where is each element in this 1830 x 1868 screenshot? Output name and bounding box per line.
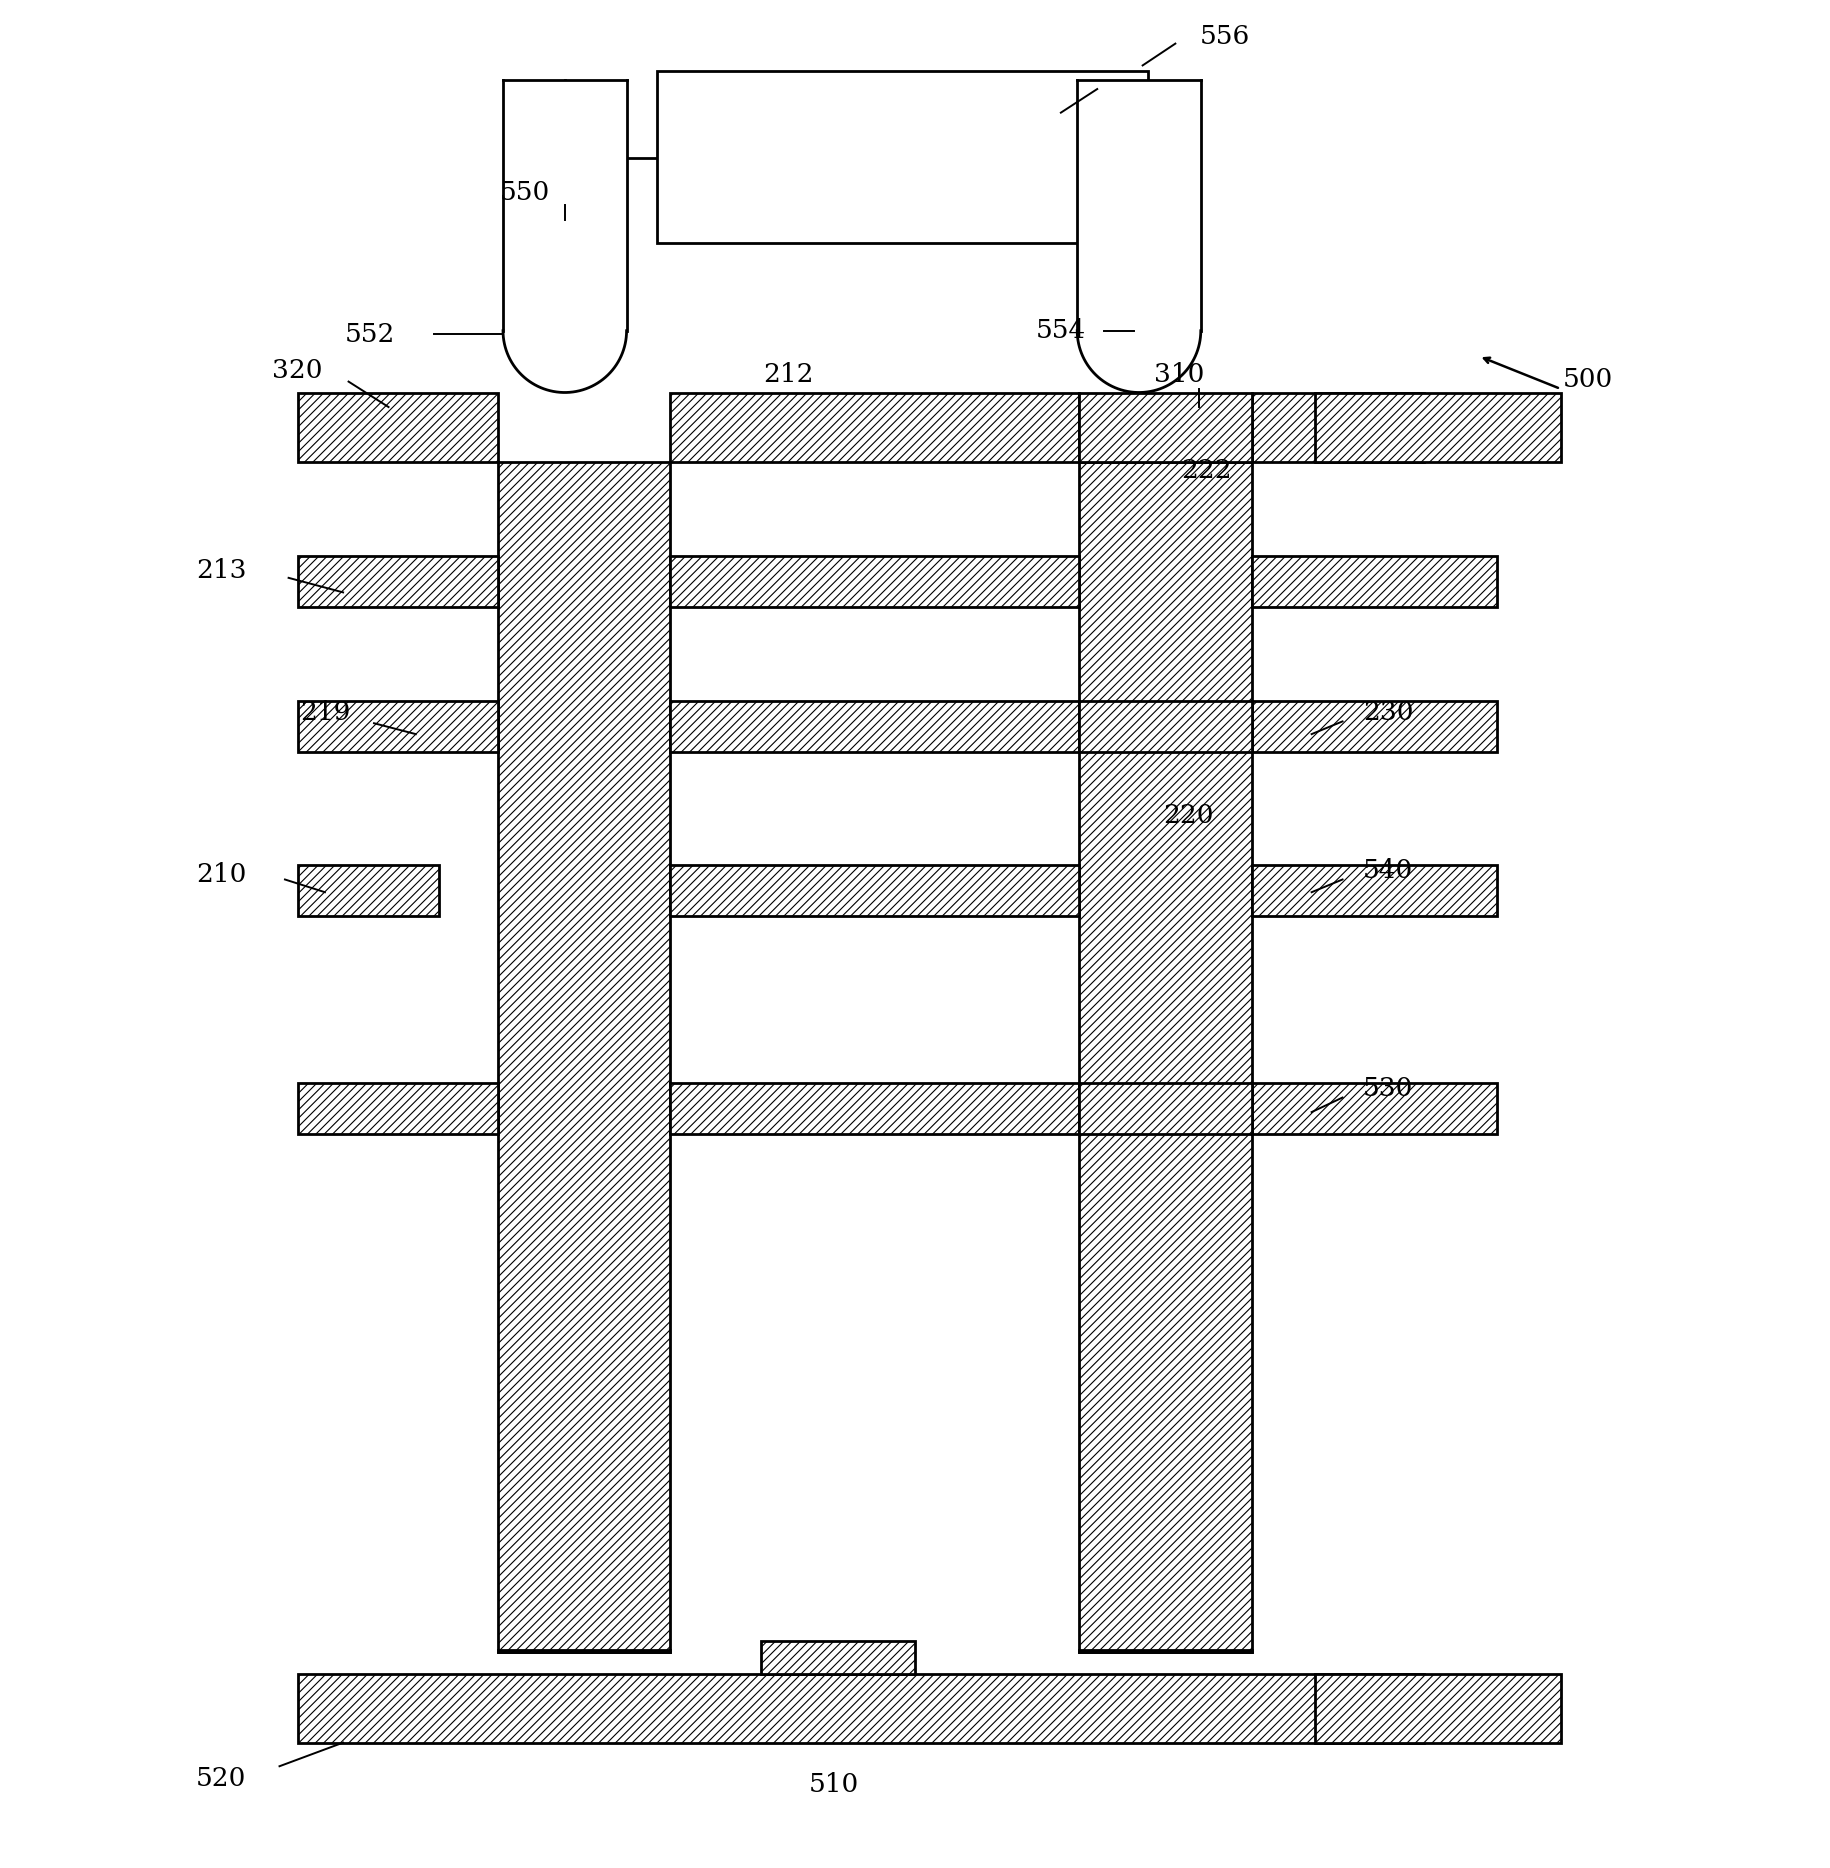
Bar [298,1674,1424,1743]
Text: 219: 219 [300,700,350,725]
Text: 510: 510 [809,1773,858,1797]
Text: 222: 222 [1180,458,1232,484]
Bar [657,71,1147,243]
Text: 230: 230 [1362,700,1413,725]
Bar [298,865,439,915]
Bar [1252,700,1497,753]
Bar [503,80,626,331]
Polygon shape [1076,331,1200,392]
Bar [670,700,1078,753]
Bar [1078,392,1252,461]
Bar [670,557,1078,607]
Bar [298,1083,498,1134]
Text: 530: 530 [1362,1076,1413,1100]
Bar [670,392,1078,461]
Bar [1252,392,1424,461]
Bar [1252,1083,1497,1134]
Bar [1078,1083,1252,1134]
Bar [1078,700,1252,753]
Text: 540: 540 [1362,857,1413,884]
Text: 500: 500 [1561,368,1612,392]
Text: 550: 550 [500,179,549,205]
Bar [1076,80,1200,331]
Text: 320: 320 [273,359,322,383]
Text: 213: 213 [196,559,247,583]
Text: 556: 556 [1199,24,1248,49]
Text: 220: 220 [1162,803,1213,828]
Bar [298,557,498,607]
Bar [1252,865,1497,915]
Text: 554: 554 [1036,318,1085,344]
Bar [498,461,670,1651]
Bar [298,700,498,753]
Bar [298,392,498,461]
Bar [1314,392,1559,461]
Bar [1078,461,1252,1651]
Bar [670,865,1078,915]
Polygon shape [503,331,626,392]
Text: 212: 212 [763,362,813,387]
Bar [761,1640,915,1674]
Bar [670,1083,1078,1134]
Bar [1314,1674,1559,1743]
Text: 210: 210 [196,861,247,887]
Text: 310: 310 [1153,362,1204,387]
Bar [1252,557,1497,607]
Text: 552: 552 [346,321,395,347]
Text: 520: 520 [196,1767,247,1791]
